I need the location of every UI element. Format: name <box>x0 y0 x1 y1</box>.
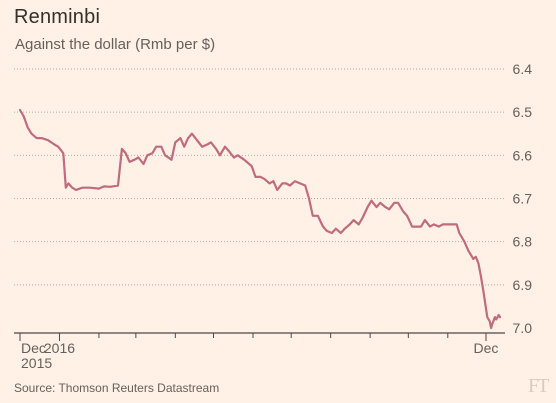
y-tick-label: 6.5 <box>513 104 533 120</box>
y-tick-label: 7.0 <box>513 320 533 336</box>
series-line <box>18 108 502 330</box>
y-tick-label: 6.8 <box>513 234 533 250</box>
y-axis-ticks: 6.4 6.5 6.6 6.7 6.8 6.9 7.0 <box>513 61 533 336</box>
y-tick-label: 6.6 <box>513 147 533 163</box>
ft-logo: FT <box>528 375 549 397</box>
y-tick-label: 6.7 <box>513 191 533 207</box>
gridlines <box>14 68 505 286</box>
x-tick-label: 2015 <box>21 355 52 371</box>
y-tick-label: 6.9 <box>513 277 533 293</box>
source-note: Source: Thomson Reuters Datastream <box>14 381 220 395</box>
x-tick-label: Dec <box>21 340 46 356</box>
x-tick-label: 2016 <box>44 340 75 356</box>
y-tick-label: 6.4 <box>513 61 533 77</box>
chart-title: Renminbi <box>14 6 101 28</box>
x-tick-label: Dec <box>474 340 499 356</box>
series-group <box>18 108 502 330</box>
chart-subtitle: Against the dollar (Rmb per $) <box>15 36 216 53</box>
